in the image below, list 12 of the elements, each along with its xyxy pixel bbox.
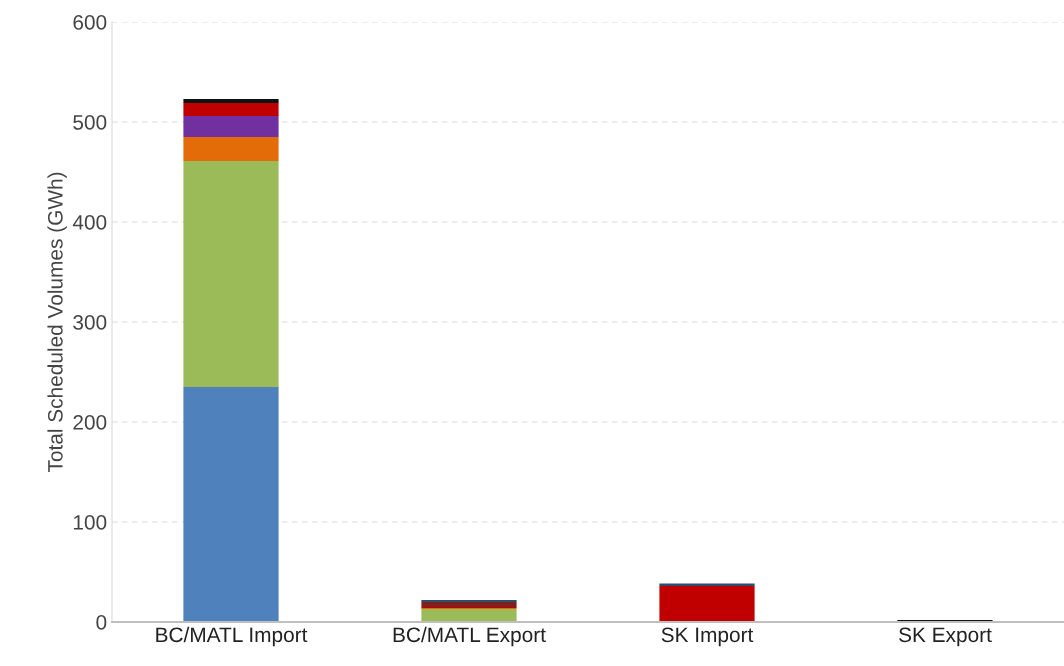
- y-tick-label: 200: [73, 415, 107, 430]
- x-tick-label: BC/MATL Export: [393, 626, 546, 647]
- y-tick-label: 600: [73, 15, 107, 30]
- y-axis-title: Total Scheduled Volumes (GWh): [47, 172, 67, 473]
- y-tick-label: 300: [73, 315, 107, 330]
- y-tick-label: 500: [73, 115, 107, 130]
- y-tick-label: 0: [96, 615, 107, 630]
- x-tick-label: BC/MATL Import: [156, 626, 308, 647]
- x-tick-label: SK Export: [899, 627, 992, 647]
- x-tick-label: SK Import: [661, 627, 754, 647]
- y-tick-label: 100: [73, 515, 107, 530]
- y-tick-label: 400: [72, 215, 107, 230]
